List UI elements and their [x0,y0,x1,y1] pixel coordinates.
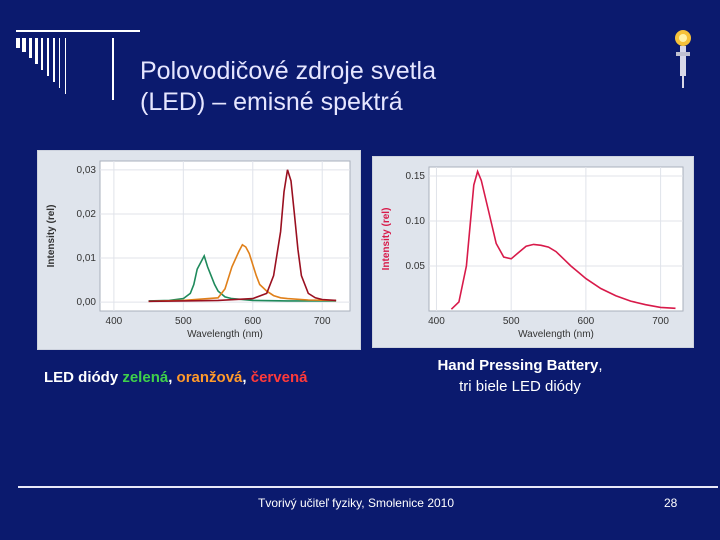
caption-right-comma: , [598,357,603,374]
x-tick-label: 700 [652,316,669,327]
x-tick-label: 600 [244,316,261,327]
caption-orange: oranžová [176,369,243,386]
footer-text: Tvorivý učiteľ fyziky, Smolenice 2010 [258,496,455,510]
y-tick-label: 0.05 [406,261,426,272]
series-line-0 [450,169,676,310]
y-tick-label: 0,03 [77,165,97,176]
series-line-2 [148,169,337,303]
caption-sep-2: , [242,369,251,386]
y-tick-label: 0.10 [406,216,426,227]
caption-prefix: LED diódy [44,369,123,386]
series-line-1 [148,243,337,303]
x-tick-label: 700 [314,316,331,327]
x-tick-label: 400 [428,316,445,327]
series-line-0 [148,253,337,302]
lamp-figure-icon [675,30,691,88]
white-led-spectrum-chart: 400 500 600 700 0.05 0.10 0.15 Wavelength (nm) I… [372,156,694,348]
decorative-bars [16,30,140,100]
caption-sep-1: , [168,369,177,386]
y-axis-label: Intensity (rel) [46,205,57,268]
right-caption: Hand Pressing Battery, tri biele LED dió… [380,355,660,397]
plot-area [428,166,684,312]
title-line-2: (LED) – emisné spektrá [140,88,403,116]
caption-right-line2: tri biele LED diódy [459,378,581,395]
x-tick-label: 500 [503,316,520,327]
plot-area [99,160,351,312]
caption-red: červená [250,369,308,386]
caption-green: zelená [122,369,169,386]
left-caption: LED diódy zelená, oranžová, červená [44,369,307,386]
x-axis-label: Wavelength (nm) [187,329,263,340]
slide-title: Polovodičové zdroje svetla (LED) – emisn… [140,56,600,118]
y-tick-label: 0,02 [77,209,97,220]
y-tick-label: 0,01 [77,253,97,264]
white-led-spectrum-svg: 400 500 600 700 0.05 0.10 0.15 Wavelength (nm) I… [381,166,684,340]
led-spectra-chart: 400 500 600 700 0,00 0,01 0,02 0,03 Wavelength (… [37,150,361,350]
y-axis-label: Intensity (rel) [381,208,392,271]
x-tick-label: 500 [175,316,192,327]
x-tick-label: 600 [578,316,595,327]
title-line-1: Polovodičové zdroje svetla [140,57,436,85]
caption-right-title: Hand Pressing Battery [437,357,599,374]
page-number: 28 [664,496,678,510]
y-tick-label: 0,00 [77,297,97,308]
x-axis-label: Wavelength (nm) [518,329,594,340]
led-spectra-svg: 400 500 600 700 0,00 0,01 0,02 0,03 Wavelength (… [46,160,351,340]
y-tick-label: 0.15 [406,171,426,182]
x-tick-label: 400 [106,316,123,327]
footer-divider [18,486,718,488]
